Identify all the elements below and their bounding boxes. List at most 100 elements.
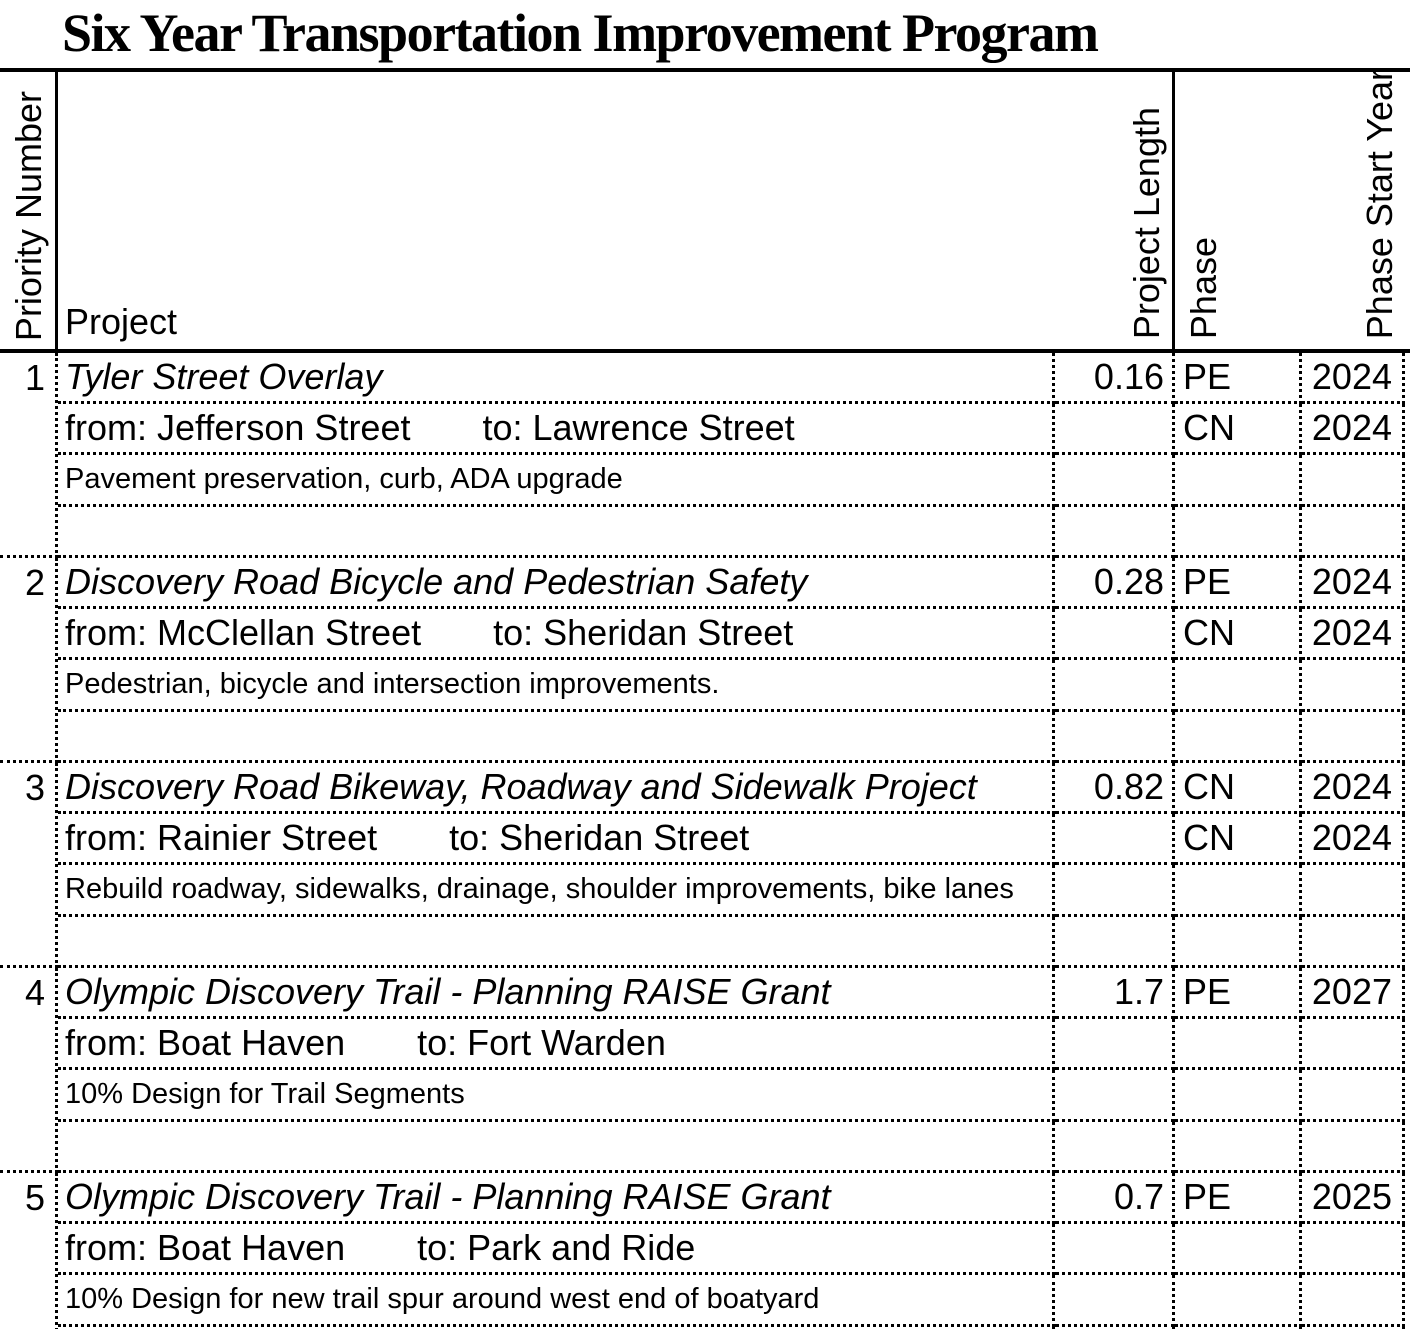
phase-start-year-value: 2024 [1302,763,1405,814]
priority-number: 5 [0,1173,58,1329]
project-description: 10% Design for Trail Segments [58,1070,1055,1122]
empty-cell [1302,1122,1405,1173]
phase-start-year-value: 2024 [1302,814,1405,865]
phase-value: PE [1175,1173,1302,1224]
project-length-value: 0.16 [1055,353,1175,404]
priority-number: 1 [0,353,58,558]
phase-value: PE [1175,968,1302,1019]
project-from: from: Rainier Street [65,817,378,858]
empty-cell [58,507,1055,558]
project-name: Discovery Road Bikeway, Roadway and Side… [65,766,977,807]
empty-cell [1055,507,1175,558]
phase-header-label: Phase [1183,236,1224,339]
project-description: Rebuild roadway, sidewalks, drainage, sh… [58,865,1055,917]
empty-cell [1302,507,1405,558]
col-header-priority-number: Priority Number [0,72,58,349]
project-header-label: Project [65,301,178,342]
empty-cell [1175,1070,1302,1122]
empty-cell [1055,814,1175,865]
col-header-phase-start-year: Phase Start Year [1302,72,1405,349]
col-header-project: Project [58,72,1055,349]
project-to: to: Sheridan Street [449,817,750,858]
empty-cell [1055,609,1175,660]
project-description: Pavement preservation, curb, ADA upgrade [58,455,1055,507]
phase-start-year-value: 2025 [1302,1173,1405,1224]
priority-number-header-label: Priority Number [8,90,49,341]
project-group-1: 1 Tyler Street Overlay 0.16 PE 2024 from… [0,353,1410,558]
empty-cell [1175,1122,1302,1173]
project-from: from: Boat Haven [65,1022,346,1063]
empty-cell [1175,1275,1302,1327]
empty-cell [1055,455,1175,507]
empty-cell [58,917,1055,968]
priority-number: 2 [0,558,58,763]
table-header-row: Priority Number Project Project Length P… [0,68,1410,353]
col-header-project-length: Project Length [1055,72,1175,349]
project-length-value: 1.7 [1055,968,1175,1019]
empty-cell [1055,1327,1175,1329]
empty-cell [1055,1122,1175,1173]
empty-cell [1302,1275,1405,1327]
empty-cell [1302,712,1405,763]
project-length-value: 0.7 [1055,1173,1175,1224]
project-to: to: Lawrence Street [482,407,795,448]
phase-start-year-value: 2024 [1302,353,1405,404]
empty-cell [1055,404,1175,455]
project-name: Olympic Discovery Trail - Planning RAISE… [65,971,831,1012]
phase-value: CN [1175,404,1302,455]
empty-cell [58,712,1055,763]
empty-cell [1302,1327,1405,1329]
empty-cell [1055,1275,1175,1327]
empty-cell [1055,865,1175,917]
phase-value [1175,1019,1302,1070]
phase-value: CN [1175,814,1302,865]
priority-number: 3 [0,763,58,968]
project-group-4: 4 Olympic Discovery Trail - Planning RAI… [0,968,1410,1173]
priority-number: 4 [0,968,58,1173]
phase-start-year-value [1302,1019,1405,1070]
empty-cell [1175,712,1302,763]
project-length-header-label: Project Length [1125,106,1167,339]
empty-cell [1175,917,1302,968]
project-group-5: 5 Olympic Discovery Trail - Planning RAI… [0,1173,1410,1329]
empty-cell [1175,1327,1302,1329]
phase-value [1175,1224,1302,1275]
project-length-value: 0.28 [1055,558,1175,609]
project-from: from: Boat Haven [65,1227,346,1268]
empty-cell [1302,1070,1405,1122]
empty-cell [1055,1019,1175,1070]
project-length-value: 0.82 [1055,763,1175,814]
empty-cell [1302,865,1405,917]
project-group-2: 2 Discovery Road Bicycle and Pedestrian … [0,558,1410,763]
empty-cell [1055,712,1175,763]
project-name: Olympic Discovery Trail - Planning RAISE… [65,1176,831,1217]
empty-cell [1055,917,1175,968]
empty-cell [1302,660,1405,712]
empty-cell [1175,455,1302,507]
phase-start-year-header-label: Phase Start Year [1358,72,1400,339]
tip-table: Priority Number Project Project Length P… [0,68,1410,1329]
empty-cell [1302,917,1405,968]
empty-cell [1175,660,1302,712]
project-description: 10% Design for new trail spur around wes… [58,1275,1055,1327]
phase-value: CN [1175,763,1302,814]
project-name: Discovery Road Bicycle and Pedestrian Sa… [65,561,808,602]
empty-cell [1175,865,1302,917]
project-group-3: 3 Discovery Road Bikeway, Roadway and Si… [0,763,1410,968]
phase-start-year-value: 2027 [1302,968,1405,1019]
project-from: from: Jefferson Street [65,407,411,448]
project-from: from: McClellan Street [65,612,422,653]
project-to: to: Sheridan Street [493,612,794,653]
project-to: to: Park and Ride [417,1227,696,1268]
empty-cell [1055,1224,1175,1275]
project-name: Tyler Street Overlay [65,356,383,397]
phase-value: PE [1175,558,1302,609]
empty-cell [58,1327,1055,1329]
empty-cell [1302,455,1405,507]
phase-value: PE [1175,353,1302,404]
phase-start-year-value: 2024 [1302,558,1405,609]
phase-start-year-value [1302,1224,1405,1275]
phase-start-year-value: 2024 [1302,404,1405,455]
empty-cell [1055,660,1175,712]
